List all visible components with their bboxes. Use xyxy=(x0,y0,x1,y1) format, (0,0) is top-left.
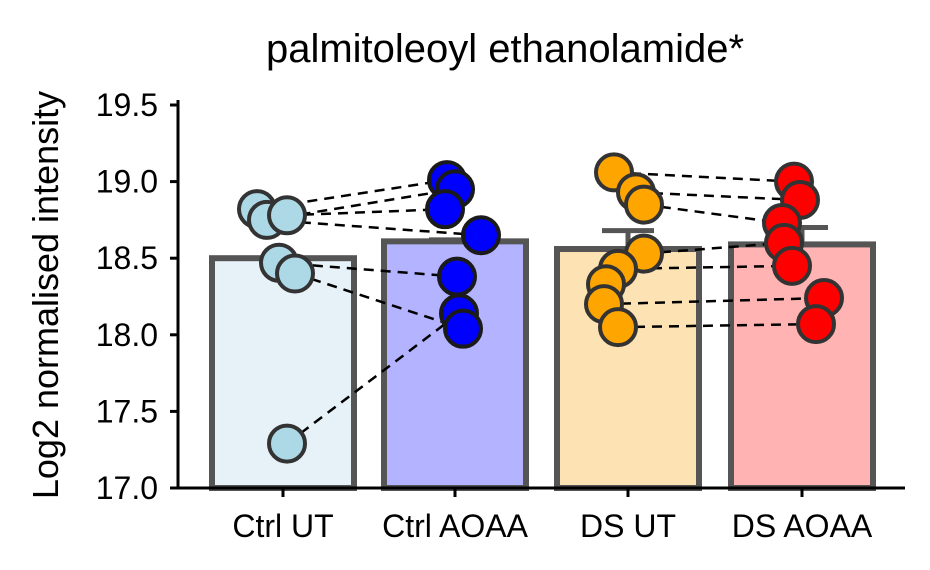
axes xyxy=(176,100,905,490)
point-1-5 xyxy=(275,253,315,294)
y-tick-label-5: 19.0 xyxy=(96,164,158,200)
point-1-3 xyxy=(267,195,307,236)
pair-line-ds-4 xyxy=(643,241,785,255)
point-2-7 xyxy=(443,308,483,349)
x-tick-label-3: DS UT xyxy=(580,508,676,544)
point-3-8 xyxy=(598,307,638,348)
pair-line-ctrl-3 xyxy=(286,207,446,217)
pair-line-ctrl-2 xyxy=(266,188,456,222)
pair-line-ds-3 xyxy=(643,203,783,225)
y-ticks: 17.0 17.5 18.0 18.5 19.0 19.5 xyxy=(96,87,178,506)
pair-line-ctrl-1 xyxy=(256,178,448,211)
y-tick-label-2: 17.5 xyxy=(96,393,158,429)
point-2-4 xyxy=(461,215,501,256)
point-2-5 xyxy=(437,256,477,297)
point-3-3 xyxy=(624,184,664,225)
chart-title: palmitoleoyl ethanolamide* xyxy=(266,27,744,71)
pair-line-ctrl-6 xyxy=(286,312,460,445)
point-1-6 xyxy=(267,423,307,464)
point-4-7 xyxy=(796,304,836,345)
y-axis-label: Log2 normalised intensity xyxy=(25,91,66,499)
pair-line-ds-1 xyxy=(613,171,795,183)
x-tick-label-4: DS AOAA xyxy=(732,508,873,544)
point-4-5 xyxy=(772,245,812,286)
y-tick-label-1: 17.0 xyxy=(96,470,158,506)
pair-line-ds-5 xyxy=(617,264,793,271)
pair-line-ds-2 xyxy=(635,191,801,202)
y-tick-label-6: 19.5 xyxy=(96,87,158,123)
y-tick-label-4: 18.5 xyxy=(96,240,158,276)
pair-line-ctrl-4 xyxy=(278,261,458,278)
pair-line-ctrl-5 xyxy=(294,272,464,330)
bar-4 xyxy=(728,241,876,491)
pair-line-ds-6 xyxy=(603,296,825,306)
point-2-3 xyxy=(425,189,465,230)
x-ticks: Ctrl UT Ctrl AOAA DS UT DS AOAA xyxy=(232,488,873,544)
x-tick-label-1: Ctrl UT xyxy=(232,508,333,544)
x-tick-label-2: Ctrl AOAA xyxy=(382,508,528,544)
y-tick-label-3: 18.0 xyxy=(96,317,158,353)
data-points xyxy=(237,152,844,464)
